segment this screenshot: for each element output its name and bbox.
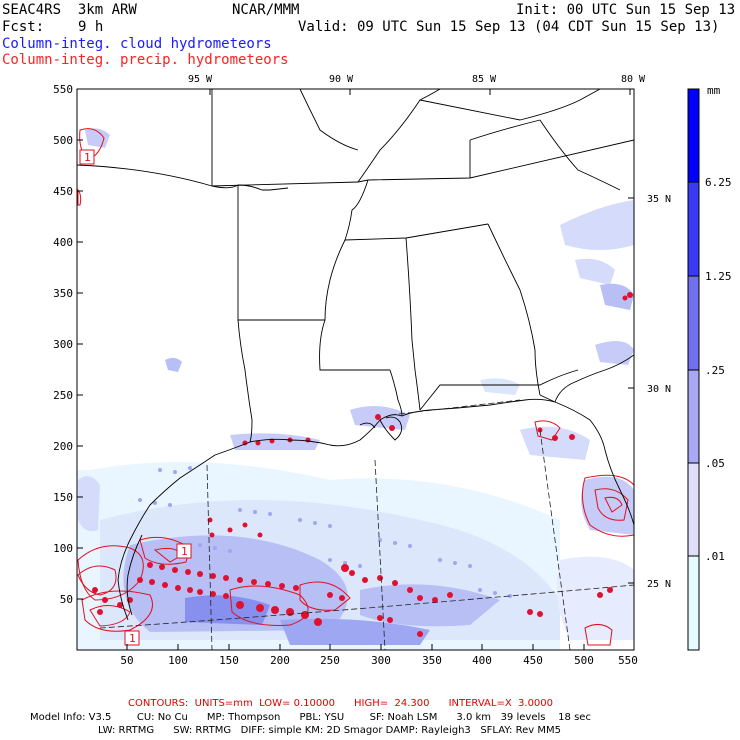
colorbar-bin — [688, 370, 699, 463]
forecast-label: Fcst: — [2, 19, 45, 35]
latitude-label: 25 N — [647, 579, 671, 590]
y-tick-label: 500 — [53, 134, 73, 147]
y-tick-label: 350 — [53, 287, 73, 300]
colorbar-bin — [688, 463, 699, 556]
colorbar-label: .01 — [705, 550, 725, 563]
contour-labels: 1 1 1 — [79, 149, 192, 646]
y-tick-label: 300 — [53, 338, 73, 351]
contour-info: CONTOURS: UNITS=mm LOW= 0.10000 HIGH= 24… — [128, 698, 554, 709]
y-tick-label: 50 — [60, 593, 73, 606]
colorbar-unit: mm — [707, 84, 721, 97]
colorbar-label: .05 — [705, 457, 725, 470]
x-tick-label: 400 — [472, 654, 492, 667]
x-tick-label: 300 — [371, 654, 391, 667]
precip-hydrometeor-cells — [92, 292, 633, 637]
plot-frame — [76, 88, 635, 651]
y-tick-label: 550 — [53, 83, 73, 96]
y-tick-label: 100 — [53, 542, 73, 555]
valid-time: Valid: 09 UTC Sun 15 Sep 13 (04 CDT Sun … — [298, 19, 720, 35]
x-tick-labels: 50 100 150 200 250 300 350 400 450 500 5… — [120, 654, 638, 667]
latitude-label: 35 N — [647, 194, 671, 205]
contour-label: 1 — [129, 632, 136, 645]
x-tick-label: 200 — [270, 654, 290, 667]
colorbar-bin — [688, 556, 699, 650]
field-cloud-label: Column-integ. cloud hydrometeors — [2, 36, 272, 52]
precip-contours — [77, 128, 634, 646]
x-tick-label: 100 — [168, 654, 188, 667]
y-tick-labels: 550 500 450 400 350 300 250 200 150 100 … — [53, 83, 73, 606]
x-tick-label: 50 — [120, 654, 133, 667]
latitude-labels: 35 N 30 N 25 N — [647, 194, 671, 590]
y-tick-label: 200 — [53, 440, 73, 453]
model-info-line1: Model Info: V3.5 CU: No Cu MP: Thompson … — [30, 712, 591, 723]
colorbar-label: 1.25 — [705, 270, 732, 283]
longitude-labels: 95 W 90 W 85 W 80 W — [188, 74, 646, 85]
longitude-label: 80 W — [621, 74, 646, 85]
domain-boundary — [99, 399, 634, 650]
latitude-label: 30 N — [647, 384, 671, 395]
colorbar-bin — [688, 89, 699, 182]
longitude-label: 90 W — [329, 74, 354, 85]
cloud-hydrometeor-shading — [77, 128, 634, 650]
model-info-line2: LW: RRTMG SW: RRTMG DIFF: simple KM: 2D … — [98, 725, 561, 736]
y-tick-label: 450 — [53, 185, 73, 198]
organization-label: NCAR/MMM — [232, 2, 300, 18]
axis-ticks — [77, 89, 634, 650]
contour-label: 1 — [84, 151, 91, 164]
model-title: SEAC4RS 3km ARW — [2, 2, 137, 18]
x-tick-label: 150 — [219, 654, 239, 667]
y-tick-label: 400 — [53, 236, 73, 249]
colorbar-bin — [688, 276, 699, 370]
colorbar-label: 6.25 — [705, 176, 732, 189]
x-tick-label: 250 — [320, 654, 340, 667]
colorbar: mm 6.25 1.25 .25 .05 .01 — [687, 84, 732, 651]
colorbar-bin — [688, 182, 699, 276]
x-tick-label: 550 — [618, 654, 638, 667]
field-precip-label: Column-integ. precip. hydrometeors — [2, 52, 289, 68]
forecast-hour: 9 h — [78, 19, 104, 35]
x-tick-label: 500 — [574, 654, 594, 667]
contour-label: 1 — [181, 545, 188, 558]
longitude-label: 85 W — [472, 74, 497, 85]
longitude-label: 95 W — [188, 74, 213, 85]
y-tick-label: 250 — [53, 389, 73, 402]
y-tick-label: 150 — [53, 491, 73, 504]
x-tick-label: 450 — [523, 654, 543, 667]
geographic-boundaries — [77, 89, 634, 621]
x-tick-label: 350 — [422, 654, 442, 667]
init-time: Init: 00 UTC Sun 15 Sep 13 — [516, 2, 736, 18]
colorbar-label: .25 — [705, 364, 725, 377]
